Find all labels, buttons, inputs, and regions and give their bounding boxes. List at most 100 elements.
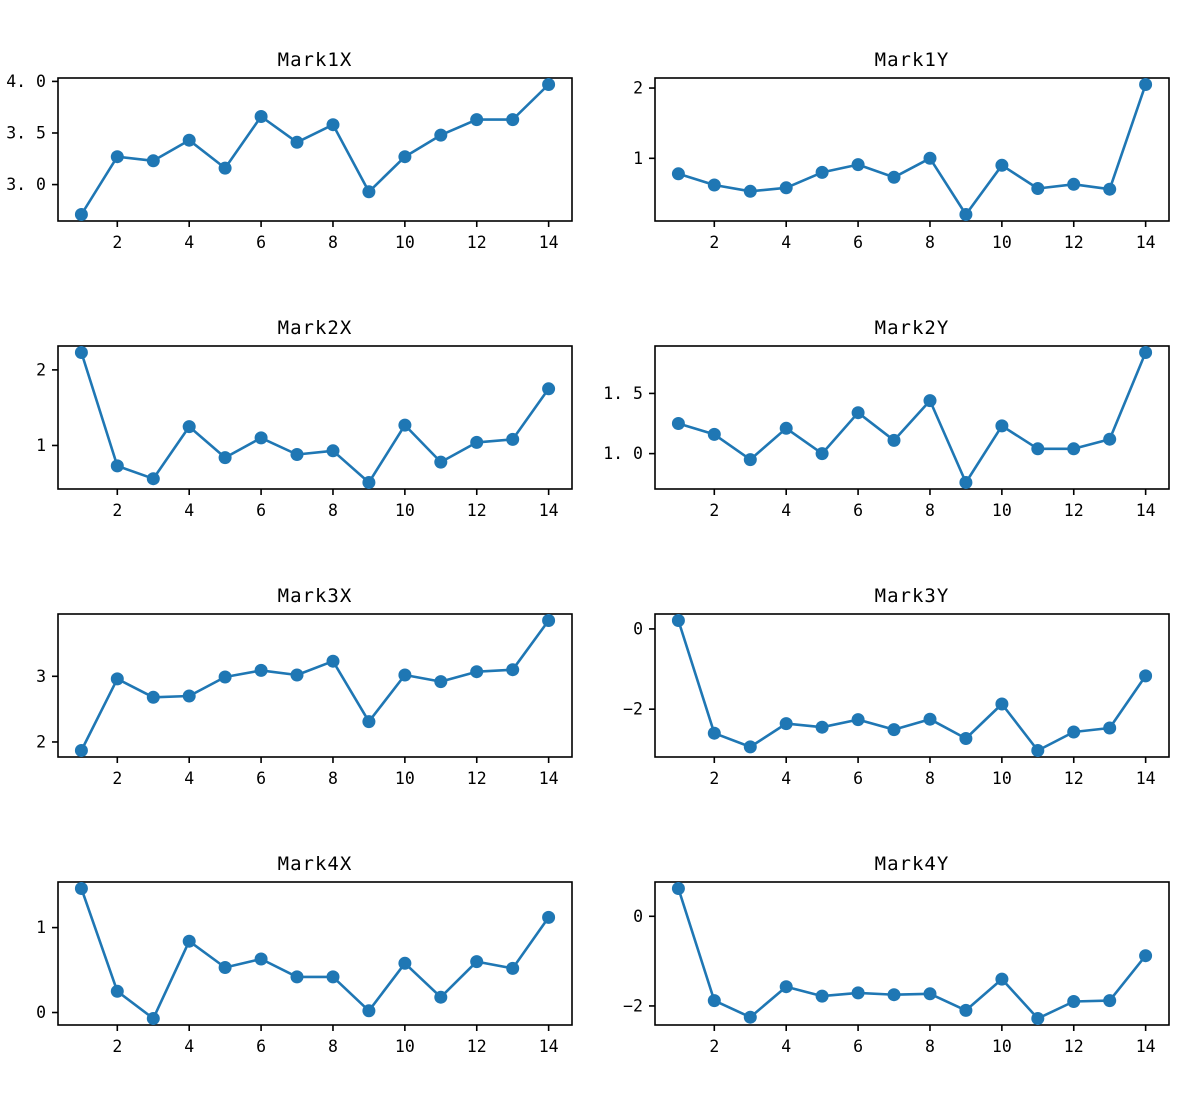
data-point bbox=[1031, 744, 1045, 757]
x-tick-label: 4 bbox=[184, 233, 194, 252]
x-tick-label: 8 bbox=[328, 769, 338, 788]
y-tick-label: 0 bbox=[633, 907, 643, 926]
x-tick-label: 2 bbox=[112, 501, 122, 520]
data-point bbox=[362, 1004, 376, 1018]
x-tick-label: 4 bbox=[184, 769, 194, 788]
data-point bbox=[815, 165, 829, 179]
x-tick-label: 2 bbox=[709, 769, 719, 788]
x-tick-label: 4 bbox=[184, 501, 194, 520]
x-tick-label: 2 bbox=[709, 233, 719, 252]
data-point bbox=[959, 208, 973, 221]
subplot-mark3y: Mark3Y −2 0 2 4 6 8 10 12 14 bbox=[597, 570, 1195, 838]
subplot-mark2x: Mark2X 1 2 2 4 6 8 10 12 14 bbox=[0, 302, 597, 570]
data-point bbox=[110, 459, 124, 473]
data-point bbox=[506, 961, 520, 975]
data-point bbox=[851, 986, 865, 1000]
data-point bbox=[995, 697, 1009, 711]
x-tick-label: 12 bbox=[467, 1037, 487, 1056]
chart-title: Mark1Y bbox=[875, 49, 950, 71]
x-tick-label: 4 bbox=[781, 1037, 791, 1056]
data-point bbox=[707, 994, 721, 1008]
y-tick-label: 1 bbox=[36, 436, 46, 455]
data-point bbox=[254, 110, 268, 123]
plot-frame bbox=[654, 345, 1170, 490]
x-tick-label: 2 bbox=[112, 1037, 122, 1056]
plot-frame bbox=[654, 77, 1170, 222]
data-point bbox=[146, 154, 160, 168]
subplot-mark3x: Mark3X 2 3 2 4 6 8 10 12 14 bbox=[0, 570, 597, 838]
x-tick-label: 6 bbox=[853, 769, 863, 788]
data-point bbox=[74, 744, 88, 757]
y-tick-label: 3. 5 bbox=[6, 123, 46, 142]
data-point bbox=[1031, 182, 1045, 195]
data-point bbox=[1139, 346, 1153, 359]
data-point bbox=[743, 453, 757, 467]
line-chart-mark3y: Mark3Y −2 0 2 4 6 8 10 12 14 bbox=[623, 585, 1170, 788]
data-point bbox=[959, 1003, 973, 1017]
data-point bbox=[182, 689, 196, 703]
x-tick-label: 10 bbox=[992, 501, 1012, 520]
x-tick-label: 12 bbox=[1064, 1037, 1084, 1056]
y-tick-label: 2 bbox=[36, 360, 46, 379]
data-point bbox=[470, 113, 484, 127]
x-tick-label: 4 bbox=[781, 769, 791, 788]
data-point bbox=[110, 984, 124, 998]
data-point bbox=[1103, 721, 1117, 735]
data-point bbox=[707, 427, 721, 441]
x-tick-label: 8 bbox=[328, 501, 338, 520]
data-point bbox=[362, 715, 376, 729]
data-point bbox=[182, 420, 196, 434]
data-point bbox=[1103, 432, 1117, 446]
plot-frame bbox=[654, 613, 1170, 758]
subplot-mark4y: Mark4Y −2 0 2 4 6 8 10 12 14 bbox=[597, 838, 1195, 1106]
x-tick-label: 2 bbox=[112, 233, 122, 252]
data-line bbox=[80, 83, 550, 216]
chart-title: Mark2X bbox=[278, 317, 353, 339]
data-line bbox=[80, 351, 550, 484]
x-tick-label: 12 bbox=[467, 501, 487, 520]
data-point bbox=[254, 431, 268, 445]
data-point bbox=[182, 934, 196, 948]
x-tick-label: 12 bbox=[1064, 769, 1084, 788]
x-tick-label: 8 bbox=[328, 1037, 338, 1056]
data-point bbox=[1067, 995, 1081, 1008]
x-tick-label: 14 bbox=[539, 1037, 559, 1056]
x-tick-label: 10 bbox=[395, 1037, 415, 1056]
plot-frame bbox=[57, 77, 573, 222]
data-point bbox=[290, 135, 304, 149]
data-point bbox=[398, 668, 412, 682]
x-tick-label: 4 bbox=[184, 1037, 194, 1056]
data-point bbox=[398, 418, 412, 432]
data-point bbox=[707, 726, 721, 740]
x-tick-label: 14 bbox=[539, 501, 559, 520]
data-point bbox=[1031, 1012, 1045, 1025]
data-point bbox=[707, 178, 721, 192]
data-point bbox=[74, 346, 88, 359]
plot-frame bbox=[654, 881, 1170, 1026]
y-tick-label: 0 bbox=[633, 619, 643, 638]
data-point bbox=[671, 167, 685, 181]
data-point bbox=[743, 184, 757, 198]
x-tick-label: 6 bbox=[256, 1037, 266, 1056]
data-point bbox=[110, 150, 124, 164]
data-point bbox=[779, 181, 793, 195]
data-point bbox=[74, 208, 88, 221]
line-chart-mark2y: Mark2Y 1. 0 1. 5 2 4 6 8 10 12 14 bbox=[603, 317, 1170, 520]
data-point bbox=[398, 956, 412, 970]
data-point bbox=[815, 989, 829, 1003]
data-point bbox=[1067, 725, 1081, 739]
chart-title: Mark1X bbox=[278, 49, 353, 71]
chart-title: Mark2Y bbox=[875, 317, 950, 339]
x-tick-label: 14 bbox=[1136, 1037, 1156, 1056]
y-tick-label: 1. 5 bbox=[603, 384, 643, 403]
data-point bbox=[74, 882, 88, 895]
data-line bbox=[677, 887, 1147, 1020]
x-tick-label: 8 bbox=[925, 233, 935, 252]
data-point bbox=[995, 419, 1009, 433]
data-point bbox=[923, 712, 937, 726]
x-tick-label: 10 bbox=[395, 501, 415, 520]
data-point bbox=[1031, 442, 1045, 456]
